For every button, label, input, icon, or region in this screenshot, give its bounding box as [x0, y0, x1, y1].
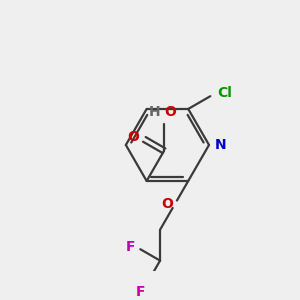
Text: Cl: Cl: [218, 86, 232, 100]
Text: F: F: [136, 285, 145, 299]
Text: N: N: [215, 138, 226, 152]
Text: O: O: [127, 130, 139, 144]
Text: O: O: [165, 105, 176, 118]
Text: H: H: [148, 105, 160, 118]
Text: O: O: [162, 197, 173, 211]
Text: F: F: [126, 240, 136, 254]
